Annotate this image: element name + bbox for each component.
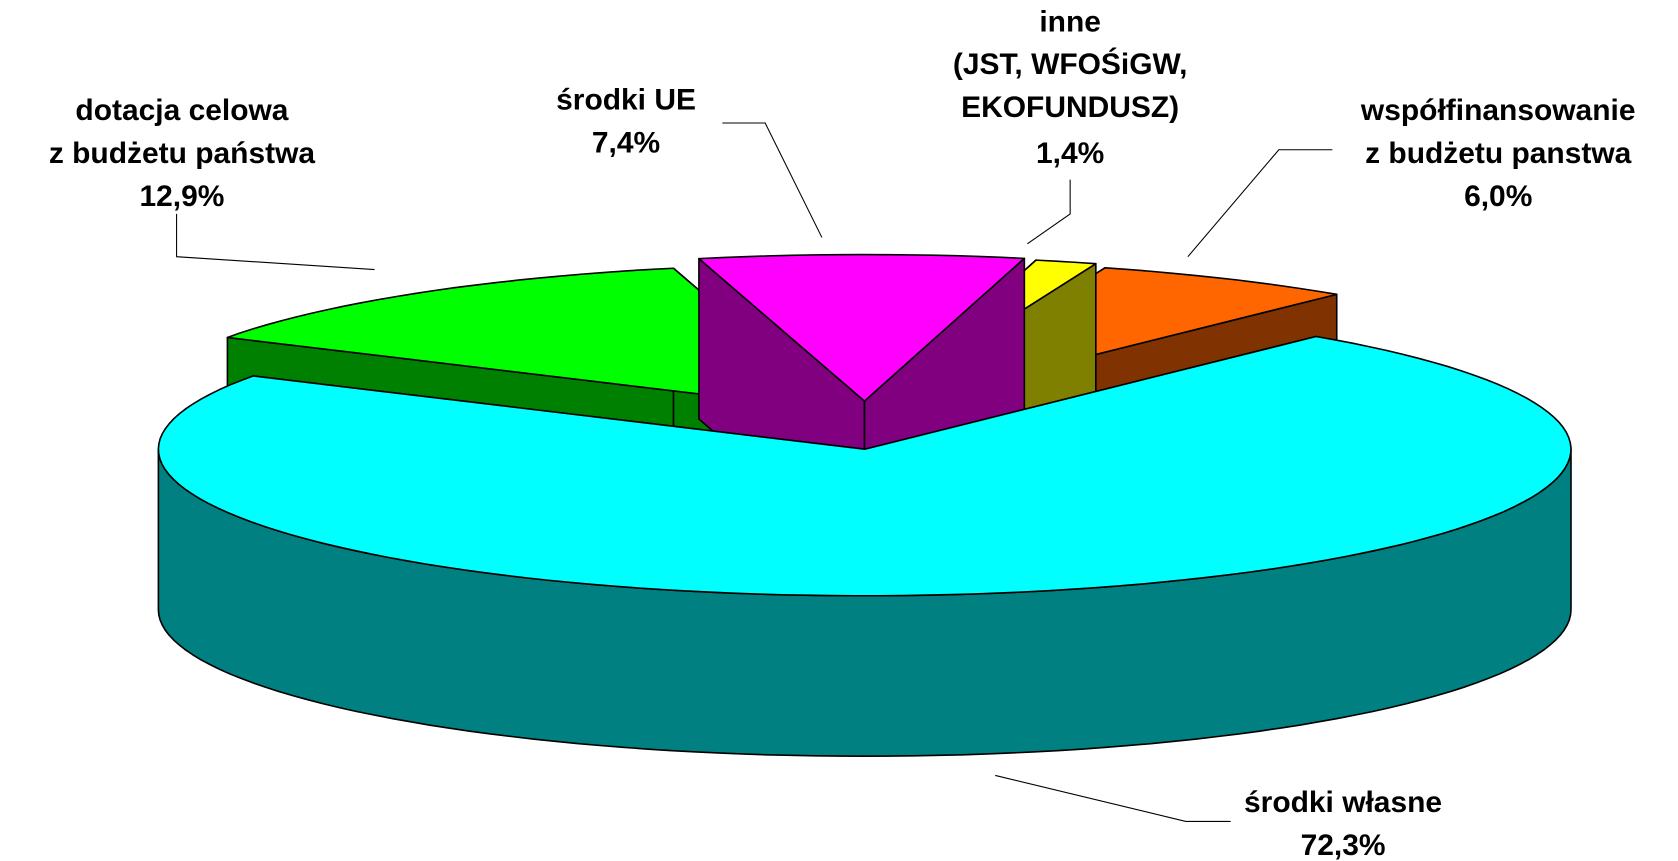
slice-label: dotacja celowa bbox=[75, 94, 288, 127]
value-label: 6,0% bbox=[1464, 180, 1532, 213]
slice-label: środki UE bbox=[556, 84, 696, 117]
slice-label: współfinansowanie bbox=[1360, 94, 1636, 127]
slice-label: inne bbox=[1039, 5, 1101, 38]
value-label: 72,3% bbox=[1301, 829, 1386, 861]
leader-line bbox=[1027, 179, 1071, 245]
leader-line bbox=[176, 213, 375, 271]
slice-label: z budżetu państwa bbox=[49, 137, 316, 170]
value-label: 1,4% bbox=[1036, 137, 1104, 170]
leader-line bbox=[1187, 149, 1333, 258]
slice-label: z budżetu panstwa bbox=[1365, 137, 1632, 170]
slice-label: (JST, WFOŚiGW, bbox=[953, 47, 1188, 81]
leader-line bbox=[995, 774, 1231, 822]
leader-line bbox=[722, 122, 823, 238]
slice-label: środki własne bbox=[1244, 786, 1442, 819]
slice bbox=[698, 253, 1026, 402]
value-label: 12,9% bbox=[139, 180, 224, 213]
slice-label: EKOFUNDUSZ) bbox=[961, 91, 1179, 124]
slice bbox=[157, 335, 1572, 597]
slice bbox=[226, 267, 840, 412]
value-label: 7,4% bbox=[592, 126, 660, 159]
